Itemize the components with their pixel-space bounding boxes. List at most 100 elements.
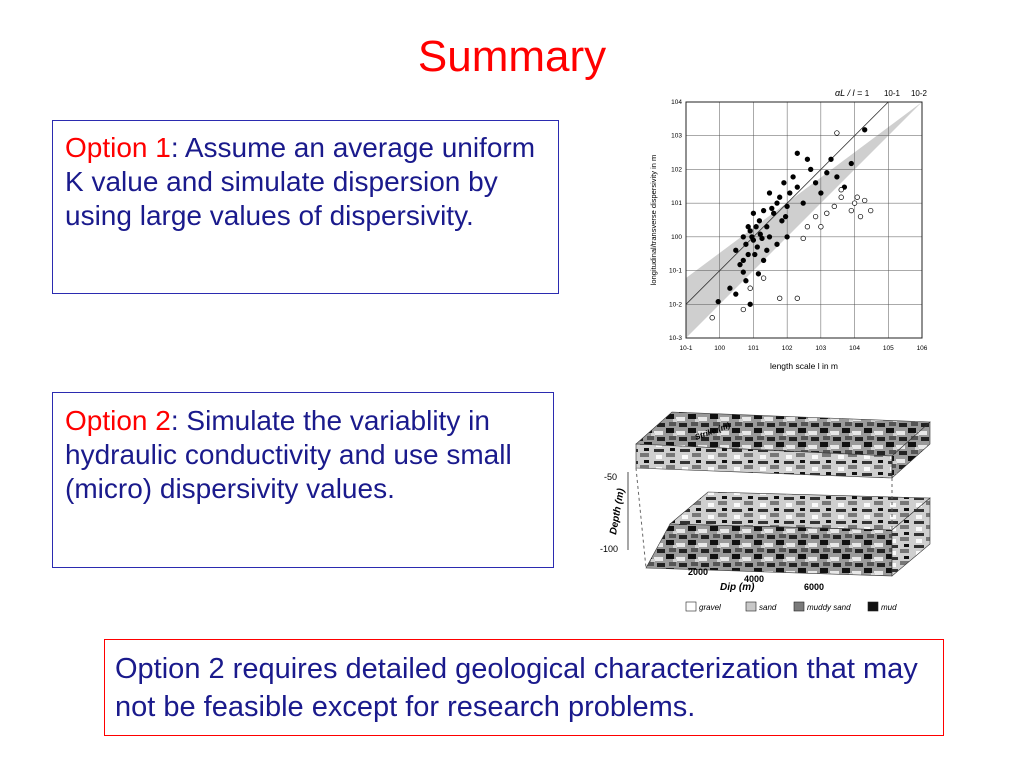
x-tick-label: 106 [917, 345, 928, 352]
data-point-filled [756, 218, 763, 224]
reference-line [685, 101, 889, 305]
data-point-filled [740, 269, 746, 275]
geology-block-figure: -50 -100 Depth (m) 2000 4000 6000 Dip (m… [600, 400, 960, 626]
data-point-open [812, 213, 819, 220]
depth-tick-100: -100 [600, 544, 618, 554]
data-point-filled [800, 200, 806, 206]
data-point-filled [790, 174, 796, 180]
data-point-filled [759, 235, 765, 242]
data-point-filled [812, 180, 819, 186]
dip-tick-6000: 6000 [804, 582, 824, 592]
y-tick-label: 102 [671, 166, 682, 173]
data-point-filled [808, 166, 814, 173]
y-axis-label: longitudinal/transverse dispersivity in … [649, 155, 658, 285]
option-1-colon: : [170, 132, 179, 163]
data-point-filled [771, 210, 777, 216]
data-point-open [857, 213, 864, 220]
legend-label-mud: mud [881, 603, 897, 612]
data-point-filled [804, 156, 811, 162]
alpha-annotation: αL / l = [835, 88, 862, 98]
data-point-filled [764, 224, 770, 230]
data-point-open [862, 197, 868, 204]
data-point-open [794, 295, 800, 301]
data-point-filled [760, 257, 767, 264]
data-point-filled [769, 205, 775, 212]
y-tick-label: 10-2 [669, 301, 682, 308]
y-tick-label: 10-3 [669, 335, 682, 342]
data-point-filled [747, 301, 753, 307]
data-point-filled [779, 218, 785, 224]
plot-frame [685, 101, 923, 339]
data-point-filled [777, 194, 783, 200]
dip-axis-label: Dip (m) [720, 582, 755, 593]
data-point-filled [753, 224, 759, 230]
data-point-filled [740, 234, 746, 240]
data-point-filled [848, 160, 854, 167]
x-tick-label: 103 [815, 345, 826, 352]
data-point-filled [750, 210, 757, 216]
x-tick-label: 10-1 [679, 345, 692, 352]
dip-tick-2000: 2000 [688, 567, 708, 577]
data-point-filled [755, 271, 762, 277]
depth-axis-label: Depth (m) [608, 487, 627, 536]
connector-line [635, 467, 647, 569]
data-point-filled [784, 234, 790, 240]
data-point-filled [774, 241, 780, 247]
dispersivity-chart-svg: 10-1 100 101 102 103 104 105 106 10-3 10-2 10-1 10… [649, 88, 928, 371]
slide-title: Summary [417, 32, 607, 81]
data-point-open [831, 203, 837, 210]
confidence-band [686, 102, 922, 338]
legend-swatch-mud [867, 601, 879, 612]
data-point-open [747, 285, 753, 291]
legend-swatch-muddy-sand [793, 601, 805, 612]
data-point-open [709, 315, 715, 321]
top-tick-label: 10-2 [911, 89, 928, 98]
data-point-filled [743, 241, 749, 247]
option-1-box: Option 1: Assume an average uniform K va… [52, 120, 559, 294]
dispersivity-chart: 10-1 100 101 102 103 104 105 106 10-3 10-2 10-1 10… [640, 82, 940, 372]
data-point-filled [794, 184, 800, 190]
data-point-filled [745, 224, 751, 230]
upper-slab-side [891, 421, 931, 479]
option-2-label: Option 2 [65, 405, 171, 436]
legend-label-sand: sand [759, 603, 777, 612]
top-tick-label: 10-1 [884, 89, 901, 98]
option-1-label: Option 1 [65, 132, 171, 163]
data-point-open [834, 130, 840, 136]
data-point-open [818, 224, 824, 230]
data-point-open [848, 207, 854, 214]
x-tick-label: 100 [714, 345, 725, 352]
data-point-filled [834, 174, 840, 180]
legend-label-gravel: gravel [699, 603, 721, 612]
data-point-filled [760, 207, 767, 214]
data-point-filled [784, 203, 790, 210]
x-tick-label: 105 [883, 345, 894, 352]
data-point-filled [766, 190, 773, 196]
dip-tick-4000: 4000 [744, 574, 764, 584]
data-point-open [838, 187, 844, 193]
data-point-filled [715, 298, 721, 305]
y-tick-label: 100 [671, 234, 682, 241]
x-tick-label: 104 [849, 345, 860, 352]
conclusion-text: Option 2 requires detailed geological ch… [115, 653, 918, 723]
data-point-filled [737, 261, 743, 268]
lower-block-side [891, 497, 931, 577]
top-tick-label: 1 [865, 89, 870, 98]
data-point-filled [747, 228, 753, 234]
depth-tick-50: -50 [604, 472, 617, 482]
data-point-filled [754, 244, 760, 250]
data-point-filled [727, 285, 733, 291]
data-point-open [740, 306, 746, 313]
data-point-filled [782, 213, 789, 220]
data-point-filled [750, 237, 757, 243]
data-point-filled [733, 291, 739, 297]
data-point-filled [752, 251, 758, 258]
data-point-open [777, 295, 783, 301]
option-1-text: Assume an average uniform K value and si… [65, 132, 536, 231]
data-point-filled [733, 247, 739, 253]
data-point-filled [745, 251, 751, 258]
conclusion-box: Option 2 requires detailed geological ch… [104, 639, 944, 736]
option-2-colon: : [170, 405, 179, 436]
geology-block-svg: -50 -100 Depth (m) 2000 4000 6000 Dip (m… [600, 411, 931, 612]
x-axis-label: length scale l in m [770, 361, 838, 371]
